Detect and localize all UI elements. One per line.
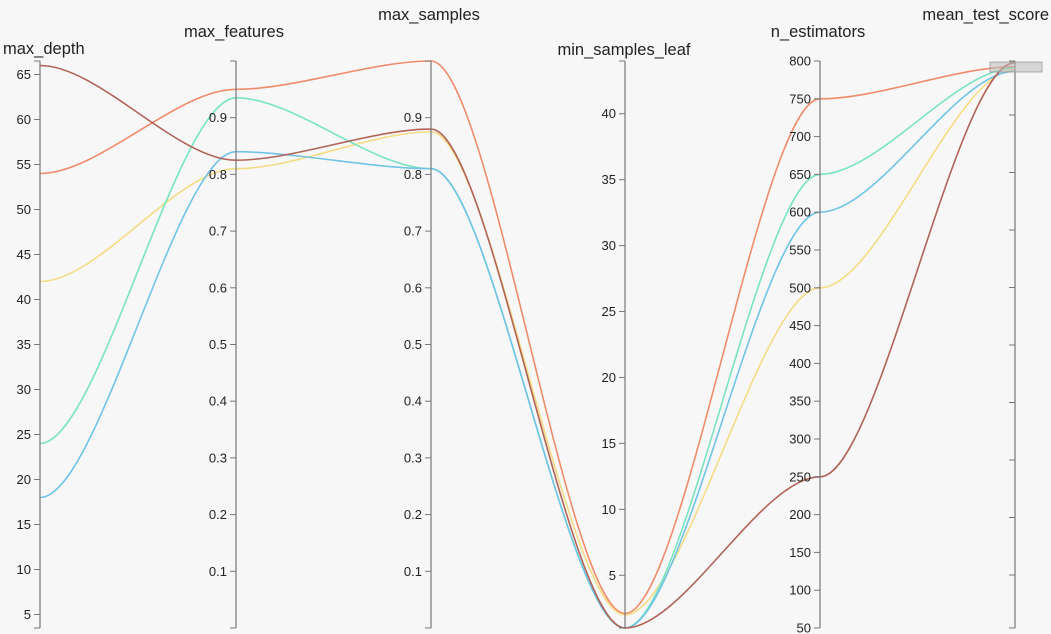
tick-label: 500 — [789, 280, 811, 295]
tick-label: 30 — [602, 238, 616, 253]
tick-label: 0.6 — [404, 280, 422, 295]
tick-label: 25 — [602, 304, 616, 319]
tick-label: 25 — [17, 427, 31, 442]
series-line-trial-blue — [39, 70, 1016, 629]
tick-label: 0.6 — [209, 280, 227, 295]
tick-label: 300 — [789, 432, 811, 447]
tick-label: 0.4 — [404, 394, 422, 409]
tick-label: 700 — [789, 129, 811, 144]
tick-label: 10 — [602, 502, 616, 517]
tick-label: 0.1 — [404, 564, 422, 579]
brush-selection — [989, 61, 1043, 73]
tick-label: 35 — [17, 337, 31, 352]
series-line-trial-green — [39, 67, 1016, 629]
axis-title: max_features — [184, 23, 284, 41]
axis-max-depth: 5 10 15 20 25 30 35 40 45 50 55 60 65 max_depth — [3, 40, 85, 629]
tick-label: 50 — [797, 621, 811, 634]
tick-label: 200 — [789, 507, 811, 522]
tick-label: 30 — [17, 382, 31, 397]
tick-label: 0.8 — [209, 167, 227, 182]
tick-label: 0.9 — [209, 110, 227, 125]
tick-label: 10 — [17, 562, 31, 577]
tick-label: 150 — [789, 545, 811, 560]
tick-label: 550 — [789, 243, 811, 258]
tick-label: 0.2 — [404, 507, 422, 522]
axis-n-estimators: 50 100 150 200 250 300 350 400 450 500 550 600 650 70… — [771, 23, 865, 634]
axis-min-samples-leaf: 5 10 15 20 25 30 35 40 min_samples_leaf — [558, 41, 691, 629]
tick-label: 650 — [789, 167, 811, 182]
tick-label: 0.3 — [404, 450, 422, 465]
tick-label: 250 — [789, 469, 811, 484]
tick-label: 0.7 — [404, 224, 422, 239]
tick-label: 15 — [602, 436, 616, 451]
tick-label: 0.2 — [209, 507, 227, 522]
tick-label: 750 — [789, 91, 811, 106]
tick-label: 65 — [17, 67, 31, 82]
tick-label: 0.7 — [209, 224, 227, 239]
tick-label: 5 — [24, 607, 31, 622]
tick-label: 35 — [602, 172, 616, 187]
axis-title: max_depth — [3, 40, 85, 58]
tick-label: 0.3 — [209, 450, 227, 465]
tick-label: 40 — [17, 292, 31, 307]
tick-label: 0.8 — [404, 167, 422, 182]
tick-label: 15 — [17, 517, 31, 532]
axis-title: min_samples_leaf — [558, 41, 691, 59]
tick-label: 350 — [789, 394, 811, 409]
tick-label: 0.5 — [209, 337, 227, 352]
tick-label: 0.9 — [404, 110, 422, 125]
tick-label: 100 — [789, 583, 811, 598]
axis-mean-test-score: mean_test_score — [922, 6, 1049, 629]
tick-label: 450 — [789, 318, 811, 333]
tick-label: 55 — [17, 157, 31, 172]
tick-label: 20 — [602, 370, 616, 385]
tick-label: 800 — [789, 54, 811, 69]
axis-max-features: 0.1 0.2 0.3 0.4 0.5 0.6 0.7 0.8 0.9 max_features — [184, 23, 284, 629]
tick-label: 50 — [17, 202, 31, 217]
axis-title: max_samples — [378, 6, 480, 24]
tick-label: 0.1 — [209, 564, 227, 579]
axis-title: n_estimators — [771, 23, 865, 41]
tick-label: 0.4 — [209, 394, 227, 409]
axis-title: mean_test_score — [922, 6, 1049, 24]
series-lines — [39, 60, 1016, 629]
tick-label: 20 — [17, 472, 31, 487]
tick-label: 60 — [17, 112, 31, 127]
tick-label: 45 — [17, 247, 31, 262]
tick-label: 600 — [789, 205, 811, 220]
tick-label: 40 — [602, 106, 616, 121]
series-line-trial-yellow — [39, 68, 1016, 616]
series-line-trial-red — [39, 61, 1016, 629]
tick-label: 5 — [609, 568, 616, 583]
tick-label: 400 — [789, 356, 811, 371]
axis-max-samples: 0.1 0.2 0.3 0.4 0.5 0.6 0.7 0.8 0.9 max_samples — [378, 6, 480, 629]
tick-label: 0.5 — [404, 337, 422, 352]
